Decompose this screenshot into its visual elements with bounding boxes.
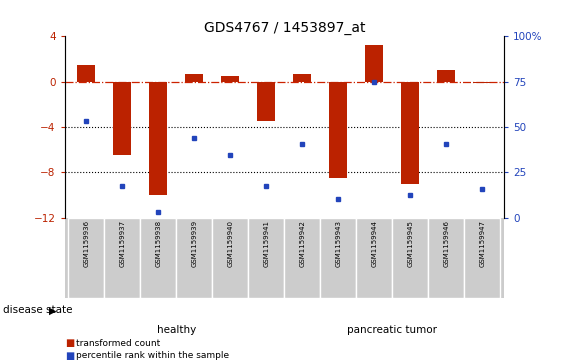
Bar (365, 45, 383, 82)
Text: healthy: healthy (157, 325, 196, 335)
Bar (221, 76, 239, 82)
Text: GSM1159938: GSM1159938 (155, 220, 162, 267)
Bar (185, 74, 203, 82)
Bar (68, 218, 104, 298)
Bar (149, 82, 167, 195)
Text: GSM1159936: GSM1159936 (83, 220, 90, 267)
Bar (104, 218, 140, 298)
Text: GSM1159942: GSM1159942 (300, 220, 305, 267)
Title: GDS4767 / 1453897_at: GDS4767 / 1453897_at (204, 21, 365, 35)
Text: GSM1159941: GSM1159941 (263, 220, 269, 267)
Bar (428, 218, 464, 298)
Bar (437, 70, 455, 82)
Bar (401, 82, 419, 184)
Bar (356, 218, 392, 298)
Text: GSM1159945: GSM1159945 (407, 220, 413, 267)
Bar (320, 218, 356, 298)
Text: GSM1159940: GSM1159940 (227, 220, 233, 267)
Bar (293, 74, 311, 82)
Text: ■: ■ (65, 351, 74, 361)
Bar (77, 65, 95, 82)
Text: ▶: ▶ (49, 305, 56, 315)
Bar (257, 82, 275, 121)
Text: GSM1159946: GSM1159946 (443, 220, 449, 267)
Bar (176, 218, 212, 298)
Bar (212, 218, 248, 298)
Text: percentile rank within the sample: percentile rank within the sample (76, 351, 229, 360)
Text: transformed count: transformed count (76, 339, 160, 347)
Bar (113, 82, 131, 155)
Text: GSM1159943: GSM1159943 (336, 220, 341, 267)
Text: GSM1159947: GSM1159947 (479, 220, 485, 267)
Text: GSM1159939: GSM1159939 (191, 220, 197, 267)
Text: GSM1159944: GSM1159944 (372, 220, 377, 267)
Bar (392, 218, 428, 298)
Bar (329, 82, 347, 178)
Bar (248, 218, 284, 298)
Bar (473, 82, 491, 83)
Text: GSM1159937: GSM1159937 (119, 220, 126, 267)
Text: disease state: disease state (3, 305, 72, 315)
Bar (140, 218, 176, 298)
Bar (464, 218, 501, 298)
Text: ■: ■ (65, 338, 74, 348)
Text: pancreatic tumor: pancreatic tumor (347, 325, 437, 335)
Bar (284, 218, 320, 298)
